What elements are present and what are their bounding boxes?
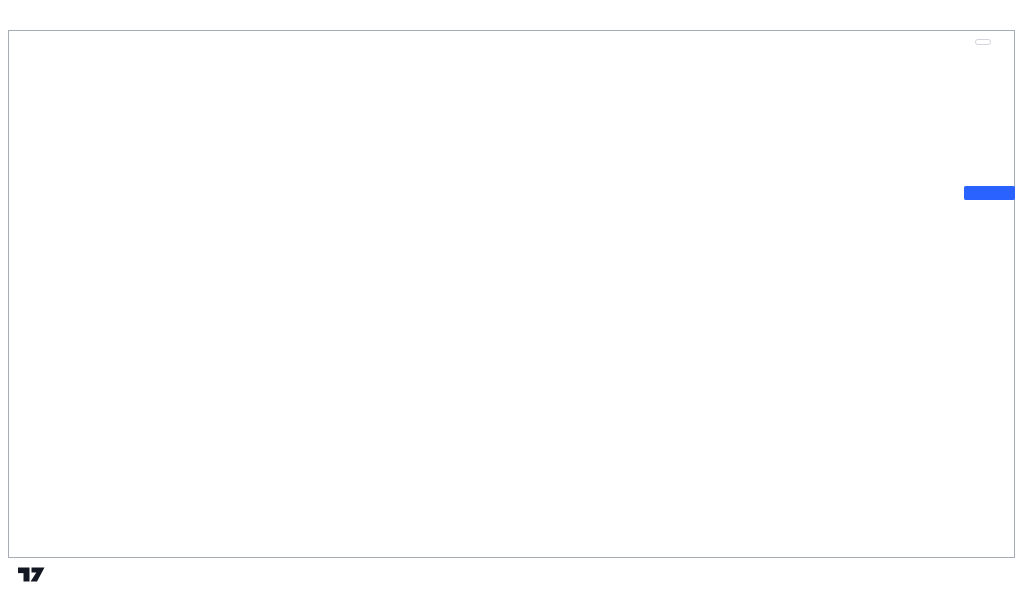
chart-frame bbox=[8, 30, 1015, 558]
last-price-badge bbox=[964, 186, 1015, 200]
tradingview-logo-icon bbox=[18, 567, 45, 582]
symbol-status-line bbox=[8, 15, 33, 27]
price-chart bbox=[8, 30, 1015, 558]
currency-toggle-button[interactable] bbox=[975, 39, 991, 45]
tradingview-footer bbox=[18, 566, 51, 583]
